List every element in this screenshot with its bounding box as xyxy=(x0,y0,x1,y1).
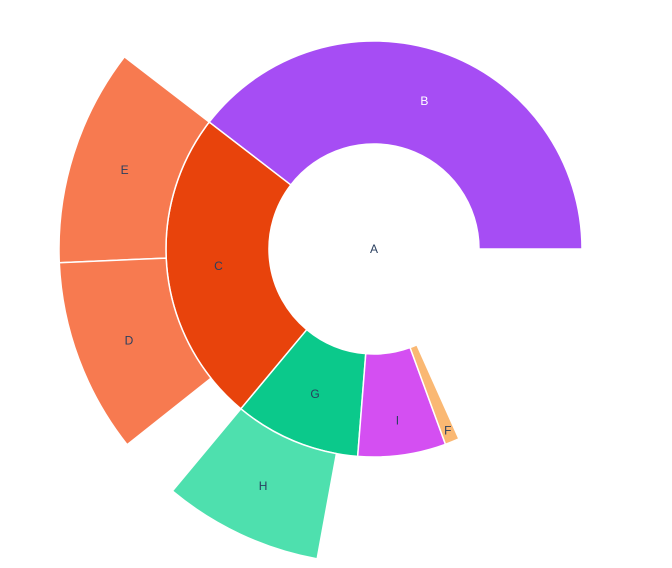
sunburst-segment-H[interactable] xyxy=(171,408,338,560)
sunburst-segment-D[interactable] xyxy=(58,257,212,446)
sunburst-segment-F[interactable] xyxy=(409,344,460,446)
sunburst-root-segment[interactable] xyxy=(269,144,479,354)
sunburst-segment-B[interactable] xyxy=(208,40,583,250)
